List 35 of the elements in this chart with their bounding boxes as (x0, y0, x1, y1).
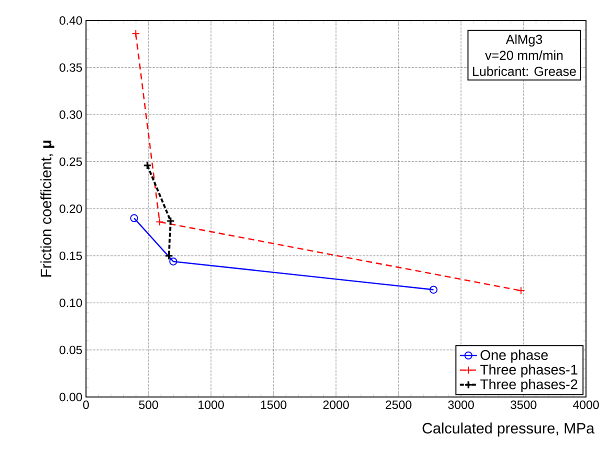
point (430, 286, 438, 294)
x-tick-label: 1500 (261, 400, 286, 410)
x-tick-label: 500 (138, 400, 158, 410)
y-tick-label: 0.15 (60, 252, 82, 260)
legend-label: One phase (480, 350, 548, 363)
x-tick-label: 2000 (323, 400, 349, 410)
point (143, 161, 152, 170)
point (166, 216, 175, 226)
x-tick-label: 3000 (448, 400, 474, 410)
legend-label: Three phases-1 (480, 364, 578, 378)
x-tick-label: 2500 (386, 400, 412, 410)
x-axis-title: Calculated pressure, MPa (422, 422, 594, 437)
point (156, 218, 164, 226)
y-tick-label: 0.10 (60, 298, 82, 308)
point (132, 30, 140, 38)
legend-label: Three phases-2 (480, 378, 578, 392)
point (164, 252, 174, 260)
y-tick-label: 0.30 (60, 110, 82, 119)
y-axis-title: Friction coefficient, μ (40, 140, 54, 277)
x-tick-label: 3500 (510, 400, 536, 410)
point (169, 257, 178, 266)
y-tick-label: 0.05 (60, 346, 82, 354)
x-tick-label: 0 (83, 400, 89, 410)
point (517, 286, 526, 295)
y-tick-label: 0.20 (60, 204, 82, 213)
point (130, 214, 138, 222)
annotation: Lubricant: Grease (473, 66, 576, 76)
x-tick-label: 1000 (198, 400, 224, 410)
y-tick-label: 0.25 (60, 157, 82, 166)
y-tick-label: 0.35 (60, 63, 82, 72)
annotation: v=20 mm/min (485, 50, 563, 60)
annotation: AlMg3 (506, 34, 542, 47)
y-tick-label: 0.00 (60, 392, 82, 402)
x-tick-label: 4000 (572, 400, 599, 410)
y-tick-label: 0.40 (60, 16, 82, 25)
